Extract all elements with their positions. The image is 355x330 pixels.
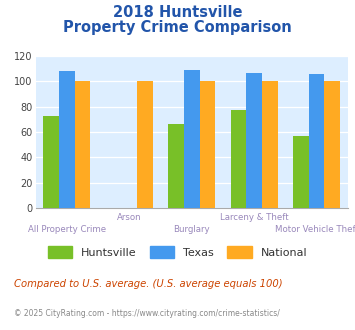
Text: Compared to U.S. average. (U.S. average equals 100): Compared to U.S. average. (U.S. average …	[14, 279, 283, 289]
Bar	[231, 111, 246, 208]
Bar	[168, 124, 184, 208]
Bar	[137, 82, 153, 208]
Bar	[43, 115, 59, 208]
Text: © 2025 CityRating.com - https://www.cityrating.com/crime-statistics/: © 2025 CityRating.com - https://www.city…	[14, 309, 280, 317]
Bar	[59, 71, 75, 208]
Bar	[75, 82, 90, 208]
Bar	[324, 82, 340, 208]
Bar	[246, 73, 262, 208]
Legend: Huntsville, Texas, National: Huntsville, Texas, National	[43, 242, 312, 262]
Bar	[200, 82, 215, 208]
Text: Larceny & Theft: Larceny & Theft	[220, 213, 289, 222]
Bar	[309, 74, 324, 208]
Text: Property Crime Comparison: Property Crime Comparison	[63, 20, 292, 35]
Bar	[262, 82, 278, 208]
Bar	[293, 136, 309, 208]
Text: 2018 Huntsville: 2018 Huntsville	[113, 5, 242, 20]
Text: Burglary: Burglary	[173, 225, 210, 234]
Text: Arson: Arson	[117, 213, 142, 222]
Bar	[184, 70, 200, 208]
Text: Motor Vehicle Theft: Motor Vehicle Theft	[275, 225, 355, 234]
Text: All Property Crime: All Property Crime	[28, 225, 106, 234]
